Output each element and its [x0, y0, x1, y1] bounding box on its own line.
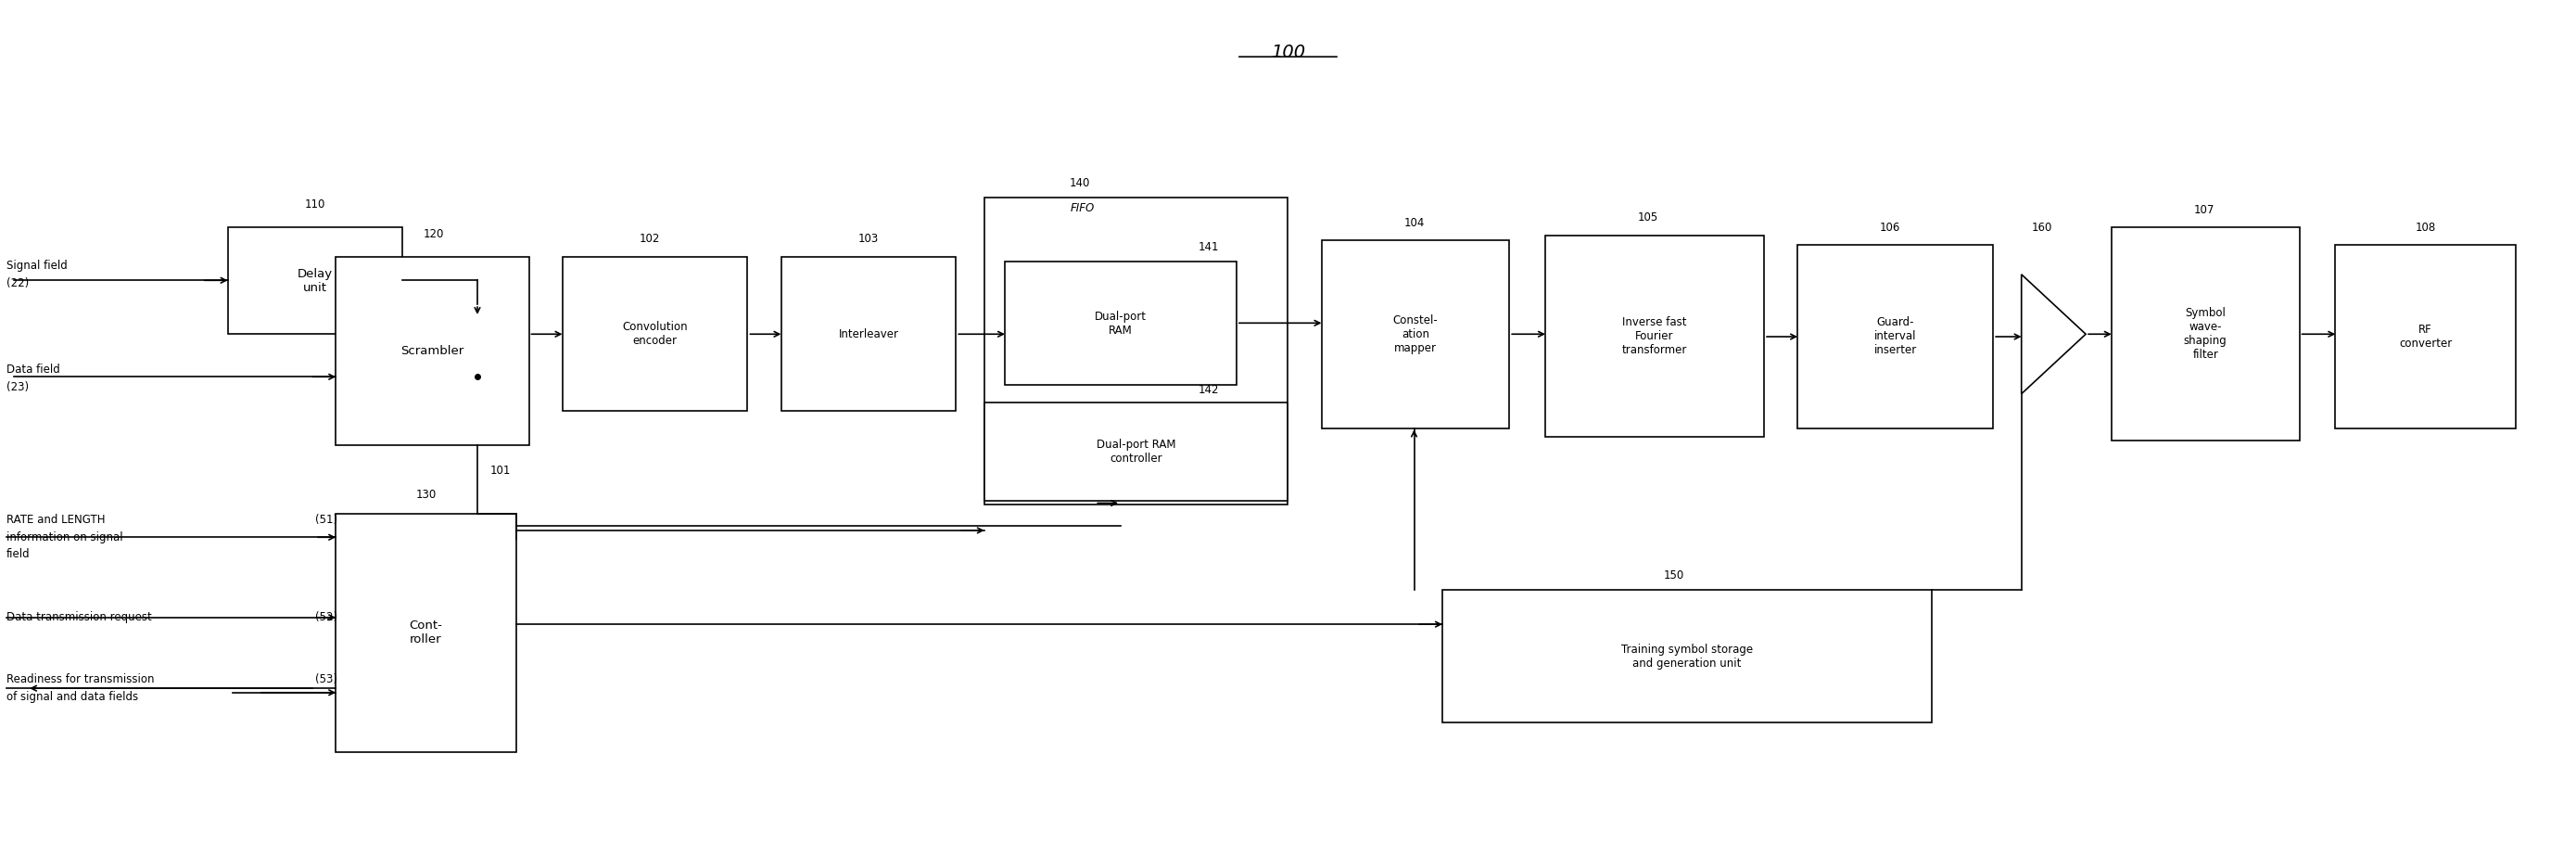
- Text: Convolution
encoder: Convolution encoder: [623, 321, 688, 347]
- Text: Interleaver: Interleaver: [837, 328, 899, 340]
- Text: RATE and LENGTH: RATE and LENGTH: [5, 514, 106, 526]
- Text: Data field: Data field: [5, 364, 59, 376]
- Text: Training symbol storage
and generation unit: Training symbol storage and generation u…: [1620, 644, 1752, 669]
- Text: (53): (53): [314, 674, 337, 686]
- FancyBboxPatch shape: [781, 258, 956, 411]
- Text: Signal field: Signal field: [5, 260, 67, 272]
- Text: (52): (52): [314, 611, 337, 623]
- Text: Cont-
roller: Cont- roller: [410, 620, 443, 645]
- Text: 160: 160: [2032, 222, 2053, 234]
- Text: 130: 130: [415, 489, 435, 501]
- Text: of signal and data fields: of signal and data fields: [5, 691, 139, 703]
- Text: information on signal: information on signal: [5, 532, 124, 544]
- FancyBboxPatch shape: [1321, 241, 1510, 428]
- FancyBboxPatch shape: [1005, 262, 1236, 385]
- Text: 142: 142: [1198, 383, 1218, 395]
- Text: Delay
unit: Delay unit: [299, 268, 332, 294]
- Text: Data transmission request: Data transmission request: [5, 611, 152, 623]
- FancyBboxPatch shape: [335, 258, 528, 445]
- Text: Readiness for transmission: Readiness for transmission: [5, 674, 155, 686]
- FancyBboxPatch shape: [1443, 590, 1932, 722]
- FancyBboxPatch shape: [335, 514, 515, 752]
- Text: (22): (22): [5, 276, 28, 289]
- FancyBboxPatch shape: [1798, 245, 1994, 428]
- Text: 106: 106: [1880, 222, 1901, 234]
- Text: 105: 105: [1638, 211, 1659, 223]
- Text: FIFO: FIFO: [1069, 202, 1095, 214]
- Text: 141: 141: [1198, 241, 1218, 253]
- Text: (23): (23): [5, 381, 28, 393]
- Text: 103: 103: [858, 233, 878, 245]
- Text: 140: 140: [1069, 177, 1090, 189]
- Text: Constel-
ation
mapper: Constel- ation mapper: [1394, 314, 1437, 354]
- FancyBboxPatch shape: [562, 258, 747, 411]
- FancyBboxPatch shape: [227, 228, 402, 334]
- FancyBboxPatch shape: [2112, 228, 2300, 441]
- Text: 107: 107: [2195, 205, 2215, 217]
- Text: 101: 101: [489, 465, 510, 477]
- Text: Inverse fast
Fourier
transformer: Inverse fast Fourier transformer: [1623, 317, 1687, 356]
- Text: Scrambler: Scrambler: [402, 345, 464, 357]
- FancyBboxPatch shape: [984, 402, 1288, 501]
- Text: field: field: [5, 549, 31, 561]
- Text: 110: 110: [304, 199, 325, 211]
- Text: Guard-
interval
inserter: Guard- interval inserter: [1873, 317, 1917, 356]
- Text: 100: 100: [1270, 44, 1306, 62]
- Text: RF
converter: RF converter: [2398, 324, 2452, 349]
- Text: Symbol
wave-
shaping
filter: Symbol wave- shaping filter: [2184, 307, 2228, 361]
- Text: Dual-port
RAM: Dual-port RAM: [1095, 311, 1146, 336]
- Text: (51): (51): [314, 514, 337, 526]
- Text: 104: 104: [1404, 217, 1425, 229]
- Text: 150: 150: [1664, 569, 1685, 581]
- Text: 108: 108: [2416, 222, 2437, 234]
- FancyBboxPatch shape: [2336, 245, 2517, 428]
- Text: 102: 102: [639, 233, 659, 245]
- FancyBboxPatch shape: [1546, 236, 1765, 437]
- Text: Dual-port RAM
controller: Dual-port RAM controller: [1097, 438, 1175, 465]
- Text: 120: 120: [422, 229, 443, 241]
- FancyBboxPatch shape: [984, 198, 1288, 505]
